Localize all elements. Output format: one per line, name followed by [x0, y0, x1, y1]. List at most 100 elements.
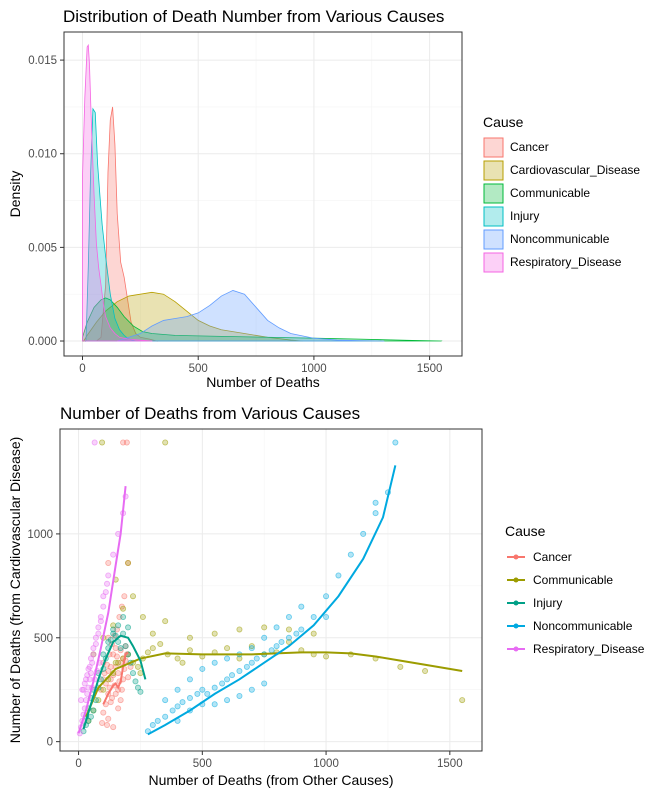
scatter-point-respiratory-disease	[97, 614, 104, 621]
scatter-point-cancer	[104, 722, 111, 729]
legend-item-communicable: Communicable	[507, 573, 613, 587]
scatter-point-communicable	[236, 655, 243, 662]
scatter-point-noncommunicable	[248, 686, 255, 693]
scatter-point-noncommunicable	[310, 614, 317, 621]
scatter-point-respiratory-disease	[92, 634, 99, 641]
scatter-point-communicable	[120, 605, 127, 612]
scatter-point-noncommunicable	[278, 638, 285, 645]
scatter-point-noncommunicable	[162, 713, 169, 720]
scatter-point-respiratory-disease	[105, 572, 112, 579]
scatter-point-noncommunicable	[392, 439, 399, 446]
scatter-point-noncommunicable	[347, 551, 354, 558]
scatter-point-noncommunicable	[211, 659, 218, 666]
scatter-point-noncommunicable	[243, 663, 250, 670]
smooth-line-noncommunicable	[147, 465, 397, 736]
scatter-point-noncommunicable	[154, 717, 161, 724]
scatter-x-tick-label: 1000	[313, 758, 339, 770]
scatter-point-injury	[132, 678, 139, 685]
scatter-point-noncommunicable	[236, 668, 243, 675]
scatter-point-cancer	[99, 719, 106, 726]
scatter-point-injury	[112, 632, 119, 639]
scatter-point-cancer	[110, 724, 117, 731]
scatter-point-noncommunicable	[224, 697, 231, 704]
scatter-point-cancer	[117, 647, 124, 654]
legend-key-point-cancer	[513, 554, 519, 560]
scatter-point-cancer	[121, 593, 128, 600]
scatter-point-noncommunicable	[224, 655, 231, 662]
scatter-point-noncommunicable	[248, 659, 255, 666]
scatter-point-injury	[137, 688, 144, 695]
scatter-point-communicable	[211, 630, 218, 637]
scatter-point-cancer	[107, 663, 114, 670]
scatter-point-noncommunicable	[253, 655, 260, 662]
scatter-x-axis-title: Number of Deaths (from Other Causes)	[148, 772, 393, 788]
scatter-point-respiratory-disease	[90, 645, 97, 652]
scatter-point-injury	[110, 626, 117, 633]
scatter-point-injury	[100, 651, 107, 658]
scatter-point-cancer	[125, 674, 132, 681]
legend-key-point-injury	[513, 600, 519, 606]
scatter-point-cancer	[110, 651, 117, 658]
scatter-point-noncommunicable	[179, 699, 186, 706]
scatter-point-noncommunicable	[224, 676, 231, 683]
density-x-tick-label: 0	[79, 363, 85, 375]
scatter-point-communicable	[397, 663, 404, 670]
density-y-tick-label: 0.005	[28, 242, 57, 254]
scatter-x-tick-label: 1500	[437, 758, 463, 770]
scatter-point-injury	[117, 645, 124, 652]
scatter-point-cancer	[123, 439, 130, 446]
density-panel	[63, 31, 463, 357]
scatter-point-communicable	[125, 559, 132, 566]
legend-key-point-respiratory-disease	[513, 646, 519, 652]
scatter-point-noncommunicable	[323, 614, 330, 621]
scatter-point-injury	[115, 622, 122, 629]
scatter-point-cancer	[100, 709, 107, 716]
scatter-point-respiratory-disease	[78, 697, 85, 704]
scatter-point-respiratory-disease	[95, 624, 102, 631]
density-area-respiratory-disease	[82, 43, 153, 342]
scatter-point-noncommunicable	[162, 697, 169, 704]
density-panel-border	[63, 31, 463, 357]
scatter-point-cancer	[105, 559, 112, 566]
density-chart-title: Distribution of Death Number from Variou…	[63, 7, 444, 26]
scatter-point-noncommunicable	[174, 686, 181, 693]
scatter-chart-title: Number of Deaths from Various Causes	[60, 404, 360, 423]
density-legend: Cancer Cardiovascular_Disease Communicable…	[483, 137, 640, 273]
scatter-smooth-lines	[77, 465, 463, 736]
scatter-point-communicable	[261, 624, 268, 631]
scatter-point-cancer	[115, 705, 122, 712]
legend-item-injury: Injury	[483, 206, 539, 227]
scatter-point-respiratory-disease	[87, 655, 94, 662]
legend-key-point-noncommunicable	[513, 623, 519, 629]
scatter-point-communicable	[459, 697, 466, 704]
scatter-point-noncommunicable	[229, 672, 236, 679]
legend-label-respiratory-disease: Respiratory_Disease	[533, 642, 645, 656]
density-area-cancer	[95, 106, 158, 342]
scatter-point-noncommunicable	[372, 510, 379, 517]
scatter-point-communicable	[134, 663, 141, 670]
scatter-point-noncommunicable	[169, 707, 176, 714]
scatter-point-cancer	[105, 715, 112, 722]
scatter-ticks: 0 500 1000 1500 0 500 1000	[27, 529, 462, 770]
scatter-point-communicable	[422, 668, 429, 675]
legend-label-injury: Injury	[533, 596, 562, 610]
scatter-point-communicable	[100, 686, 107, 693]
smooth-line-injury	[82, 634, 147, 730]
scatter-point-communicable	[186, 647, 193, 654]
scatter-point-injury	[122, 643, 129, 650]
scatter-panel-border	[59, 428, 483, 752]
density-x-tick-label: 1000	[301, 363, 327, 375]
scatter-point-noncommunicable	[199, 665, 206, 672]
scatter-point-noncommunicable	[204, 690, 211, 697]
scatter-point-injury	[115, 638, 122, 645]
scatter-point-cancer	[115, 670, 122, 677]
scatter-chart: Number of Deaths from Various Causes 0 50…	[7, 404, 645, 788]
scatter-point-noncommunicable	[186, 676, 193, 683]
scatter-point-communicable	[144, 649, 151, 656]
density-y-tick-label: 0.000	[28, 336, 57, 348]
scatter-point-cancer	[107, 699, 114, 706]
scatter-point-communicable	[323, 653, 330, 660]
scatter-point-noncommunicable	[174, 703, 181, 710]
scatter-point-noncommunicable	[298, 603, 305, 610]
scatter-y-axis-title: Number of Deaths (from Cardiovascular Di…	[7, 437, 23, 744]
